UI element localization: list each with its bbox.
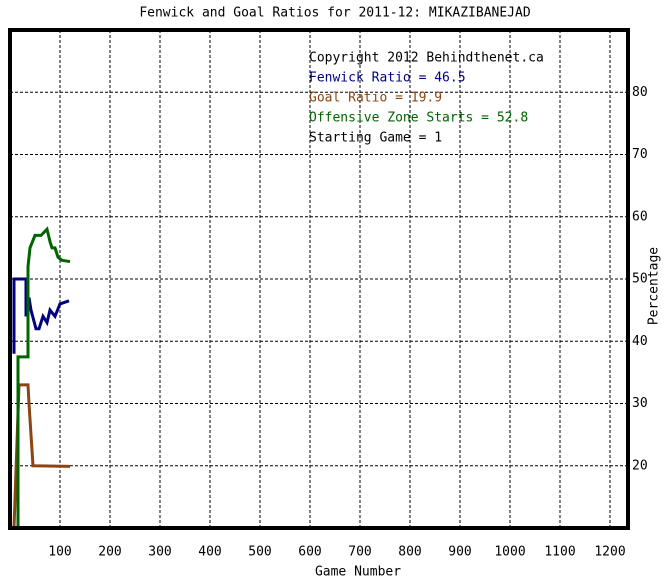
x-tick-label: 800 [398, 545, 421, 560]
y-tick-label: 50 [632, 272, 648, 287]
x-tick-label: 600 [298, 545, 321, 560]
legend-entry: Goal Ratio = 19.9 [309, 91, 442, 106]
x-tick-label: 900 [448, 545, 471, 560]
line-series [12, 277, 70, 354]
y-tick-label: 70 [632, 147, 648, 162]
chart-title: Fenwick and Goal Ratios for 2011-12: MIK… [139, 6, 531, 21]
annotation: Starting Game = 1 [309, 131, 442, 146]
y-tick-label: 40 [632, 334, 648, 349]
x-tick-label: 700 [348, 545, 371, 560]
y-tick-label: 30 [632, 396, 648, 411]
line-series [16, 226, 71, 528]
x-tick-label: 300 [148, 545, 171, 560]
plot-border [8, 28, 630, 530]
x-tick-label: 1100 [544, 545, 575, 560]
y-axis-label: Percentage [647, 247, 662, 325]
x-tick-label: 1200 [594, 545, 625, 560]
annotation: Copyright 2012 Behindthenet.ca [309, 51, 544, 66]
x-tick-label: 200 [98, 545, 121, 560]
x-tick-label: 400 [198, 545, 221, 560]
x-tick-label: 100 [48, 545, 71, 560]
legend-entry: Fenwick Ratio = 46.5 [309, 71, 466, 86]
x-tick-label: 500 [248, 545, 271, 560]
x-axis-label: Game Number [315, 565, 401, 580]
line-series [12, 383, 71, 529]
y-tick-label: 80 [632, 85, 648, 100]
legend-entry: Offensive Zone Starts = 52.8 [309, 111, 528, 126]
y-tick-label: 20 [632, 458, 648, 473]
y-tick-label: 60 [632, 209, 648, 224]
x-tick-label: 1000 [494, 545, 525, 560]
